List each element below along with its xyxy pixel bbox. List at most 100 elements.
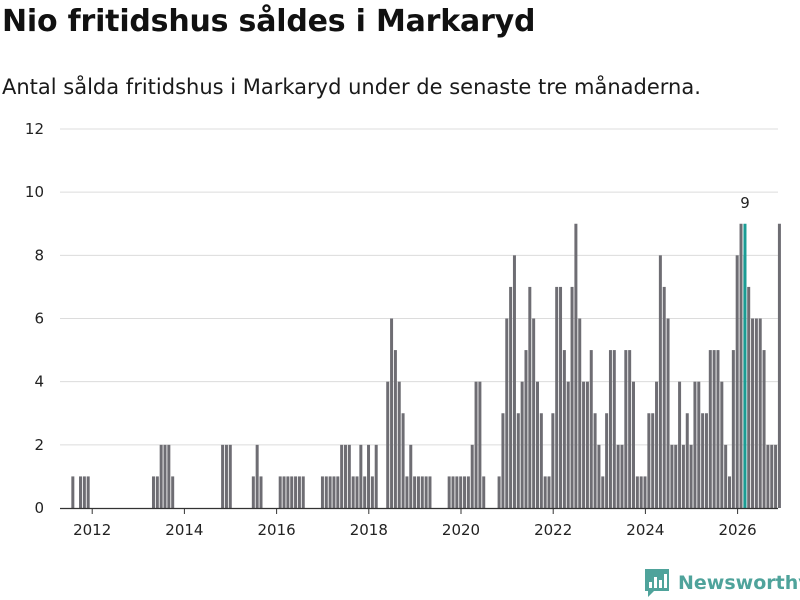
- bar: [754, 318, 758, 508]
- bar: [647, 413, 651, 508]
- bar: [355, 476, 359, 508]
- bar: [574, 223, 578, 508]
- bar: [562, 350, 566, 508]
- bar: [555, 286, 559, 508]
- bar: [278, 476, 282, 508]
- bar: [601, 476, 605, 508]
- bar: [708, 350, 712, 508]
- bar: [739, 223, 743, 508]
- bar: [589, 350, 593, 508]
- x-tick-label-2022: 2022: [534, 521, 572, 539]
- highlight-value-label: 9: [740, 194, 750, 212]
- bar: [251, 476, 255, 508]
- bar: [751, 318, 755, 508]
- bar: [336, 476, 340, 508]
- labels: 0 2 4 6 8 10 12 9 2012 2014 2016 2018 2020 2022 2024 20…: [25, 120, 757, 539]
- bar: [597, 444, 601, 508]
- bar: [509, 286, 513, 508]
- bar: [167, 444, 171, 508]
- bar: [512, 255, 516, 508]
- bar: [559, 286, 563, 508]
- bar: [724, 444, 728, 508]
- bar: [528, 286, 532, 508]
- x-tick-label-2014: 2014: [165, 521, 203, 539]
- bar: [639, 476, 643, 508]
- x-tick-label-2024: 2024: [626, 521, 664, 539]
- bar: [605, 413, 609, 508]
- y-tick-label-6: 6: [34, 310, 44, 328]
- bar: [228, 444, 232, 508]
- bar: [631, 381, 635, 508]
- bar: [163, 444, 167, 508]
- bar: [670, 444, 674, 508]
- bar: [747, 286, 751, 508]
- bar: [463, 476, 467, 508]
- bar: [320, 476, 324, 508]
- bar: [535, 381, 539, 508]
- bar: [155, 476, 159, 508]
- bar: [328, 476, 332, 508]
- highlight-bar: [743, 223, 747, 508]
- bar: [635, 476, 639, 508]
- bar: [620, 444, 624, 508]
- bar: [482, 476, 486, 508]
- bar: [82, 476, 86, 508]
- axes: [60, 507, 778, 514]
- bar: [520, 381, 524, 508]
- bar: [282, 476, 286, 508]
- bar: [459, 476, 463, 508]
- bar: [466, 476, 470, 508]
- bar: [758, 318, 762, 508]
- bar: [674, 444, 678, 508]
- bar: [693, 381, 697, 508]
- bar: [286, 476, 290, 508]
- bar: [374, 444, 378, 508]
- bar: [608, 350, 612, 508]
- bar: [370, 476, 374, 508]
- bars: [71, 223, 781, 508]
- bar: [332, 476, 336, 508]
- bar: [658, 255, 662, 508]
- bar: [624, 350, 628, 508]
- bar: [585, 381, 589, 508]
- bar: [451, 476, 455, 508]
- bar: [297, 476, 301, 508]
- bar: [770, 444, 774, 508]
- bar: [301, 476, 305, 508]
- bar: [566, 381, 570, 508]
- bar: [390, 318, 394, 508]
- bar: [697, 381, 701, 508]
- bar: [171, 476, 175, 508]
- bar: [651, 413, 655, 508]
- bar: [570, 286, 574, 508]
- bar: [405, 476, 409, 508]
- newsworthy-logo-icon: [645, 569, 669, 597]
- bar: [474, 381, 478, 508]
- bar: [71, 476, 75, 508]
- bar: [79, 476, 83, 508]
- x-tick-label-2026: 2026: [719, 521, 757, 539]
- bar: [340, 444, 344, 508]
- bar: [290, 476, 294, 508]
- bar: [324, 476, 328, 508]
- bar: [547, 476, 551, 508]
- bar: [539, 413, 543, 508]
- bar: [612, 350, 616, 508]
- bar: [409, 444, 413, 508]
- bar: [616, 444, 620, 508]
- gridlines: [60, 128, 778, 446]
- bar: [413, 476, 417, 508]
- x-tick-label-2018: 2018: [350, 521, 388, 539]
- bar: [455, 476, 459, 508]
- bar: [524, 350, 528, 508]
- bar: [777, 223, 781, 508]
- bar: [221, 444, 225, 508]
- bar: [478, 381, 482, 508]
- bar: [532, 318, 536, 508]
- bar: [397, 381, 401, 508]
- bar: [224, 444, 228, 508]
- bar: [701, 413, 705, 508]
- bar: [386, 381, 390, 508]
- bar: [259, 476, 263, 508]
